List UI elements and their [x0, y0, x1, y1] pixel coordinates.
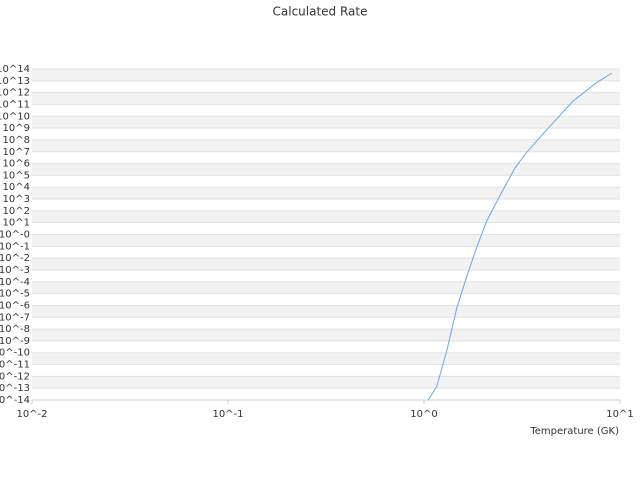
data-line	[427, 72, 613, 401]
grid-band	[32, 139, 620, 152]
y-tick-label: 10^-1	[0, 241, 30, 252]
y-tick-label: 10^-4	[0, 277, 30, 288]
y-tick-label: 10^11	[0, 99, 30, 110]
y-tick-label: 10^-2	[0, 253, 30, 264]
y-tick-label: 10^-13	[0, 383, 30, 394]
grid-band	[32, 92, 620, 105]
x-tick-label: 10^0	[410, 409, 437, 420]
y-tick-label: 10^3	[3, 194, 30, 205]
y-tick-label: 10^6	[3, 159, 30, 170]
y-tick-label: 10^7	[3, 147, 30, 158]
grid-band	[32, 258, 620, 270]
grid-band	[32, 163, 620, 176]
grid-band	[32, 329, 620, 341]
y-tick-label: 10^13	[0, 76, 30, 87]
y-tick-label: 10^-5	[0, 289, 30, 300]
grid-band	[32, 187, 620, 200]
x-tick-label: 10^1	[606, 409, 633, 420]
y-tick-label: 10^-7	[0, 312, 30, 323]
grid-band	[32, 234, 620, 247]
grid-band	[32, 281, 620, 294]
grid-band	[32, 376, 620, 389]
y-tick-label: 10^9	[3, 123, 30, 134]
y-tick-label: 10^-9	[0, 336, 30, 347]
y-tick-label: 10^-3	[0, 265, 30, 276]
y-tick-label: 10^12	[0, 88, 30, 99]
y-tick-label: 10^-6	[0, 300, 30, 311]
grid-band	[32, 210, 620, 223]
y-tick-label: 10^-10	[0, 348, 30, 359]
y-tick-label: 10^-14	[0, 395, 30, 406]
grid-band	[32, 116, 620, 129]
y-tick-label: 10^5	[3, 170, 30, 181]
y-tick-label: 10^-0	[0, 230, 30, 241]
grid-band	[32, 352, 620, 365]
x-tick-label: 10^-2	[16, 409, 47, 420]
x-axis-label: Temperature (GK)	[529, 426, 619, 437]
y-tick-label: 10^2	[3, 206, 30, 217]
y-tick-label: 10^4	[3, 182, 30, 193]
y-tick-label: 10^1	[3, 218, 30, 229]
x-tick-label: 10^-1	[212, 409, 243, 420]
y-tick-label: 10^14	[0, 64, 30, 75]
grid-band	[32, 305, 620, 318]
grid-band	[32, 69, 620, 81]
chart-title: Calculated Rate	[273, 5, 368, 19]
y-tick-label: 10^10	[0, 111, 30, 122]
y-tick-label: 10^-12	[0, 371, 30, 382]
y-tick-label: 10^-11	[0, 360, 30, 371]
y-tick-label: 10^-8	[0, 324, 30, 335]
y-tick-label: 10^8	[3, 135, 30, 146]
